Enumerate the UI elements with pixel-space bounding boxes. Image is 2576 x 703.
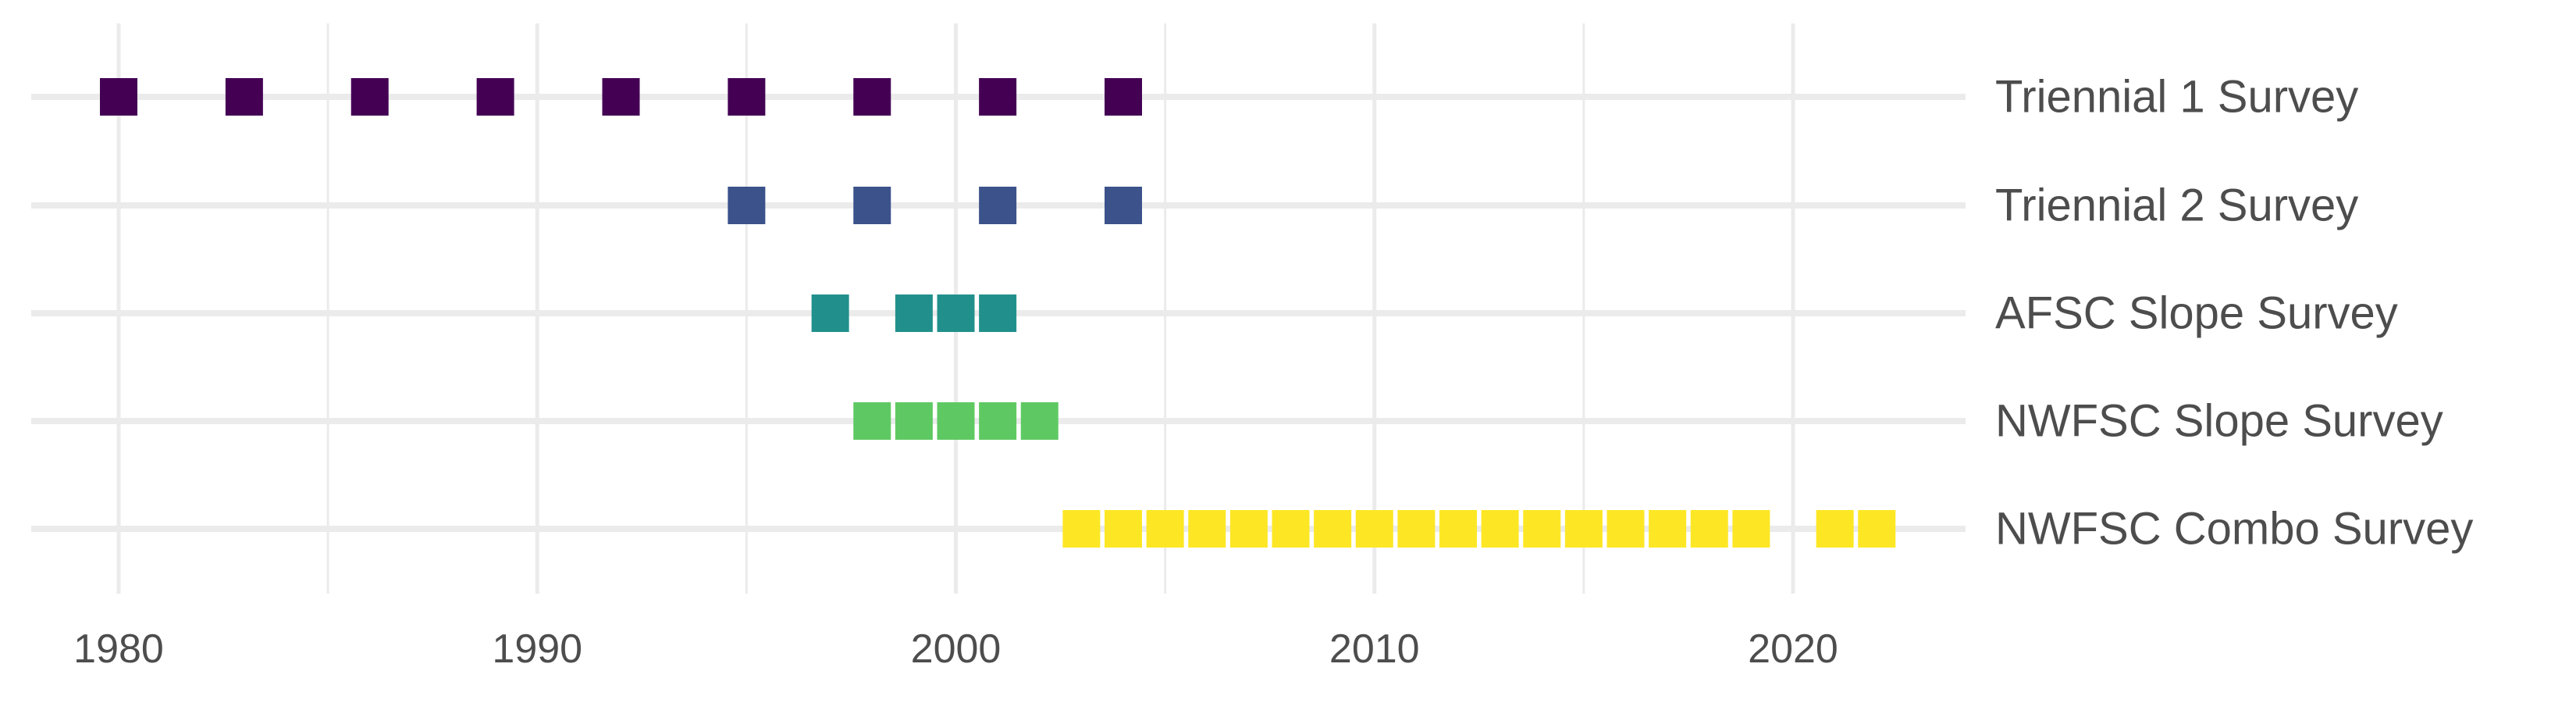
data-point-square [1020,402,1059,440]
data-point-square [728,187,766,224]
data-point-square [1439,510,1477,548]
series-label: Triennial 2 Survey [1995,180,2358,231]
data-point-square [979,187,1017,224]
data-point-square [728,78,766,116]
data-point-square [853,187,891,224]
data-point-square [979,294,1017,332]
data-point-square [350,78,389,116]
data-point-square [225,78,263,116]
data-point-square [937,402,975,440]
data-point-square [1523,510,1561,548]
data-point-square [1816,510,1854,548]
series-label: NWFSC Slope Survey [1995,396,2443,447]
data-point-square [1229,510,1268,548]
x-tick-label: 2000 [911,626,1002,672]
series-label: Triennial 1 Survey [1995,72,2358,123]
x-tick-label: 2020 [1748,626,1838,672]
data-point-square [1355,510,1393,548]
data-point-square [895,294,933,332]
data-point-square [1481,510,1519,548]
series-label: AFSC Slope Survey [1995,288,2398,339]
data-point-square [1732,510,1770,548]
labels-layer: Triennial 1 Survey Triennial 2 Survey AFSC… [73,72,2473,673]
data-point-square [811,294,849,332]
data-point-square [895,402,933,440]
data-point-square [1272,510,1310,548]
data-point-square [1564,510,1603,548]
data-point-square [1105,510,1142,548]
x-tick-label: 2010 [1329,626,1420,672]
data-point-square [979,402,1017,440]
data-point-square [1606,510,1645,548]
series-label: NWFSC Combo Survey [1995,504,2473,555]
data-point-square [1188,510,1226,548]
data-point-square [853,402,891,440]
data-point-square [1690,510,1728,548]
marks-layer [100,78,1896,548]
data-point-square [1062,510,1101,548]
data-point-square [1146,510,1184,548]
data-point-square [1105,187,1142,224]
data-point-square [602,78,640,116]
data-point-square [979,78,1017,116]
data-point-square [1858,510,1896,548]
x-tick-label: 1980 [73,626,164,672]
data-point-square [853,78,891,116]
data-point-square [1314,510,1352,548]
data-point-square [937,294,975,332]
data-point-square [1105,78,1142,116]
data-point-square [1397,510,1436,548]
data-point-square [100,78,137,116]
data-point-square [476,78,514,116]
data-point-square [1649,510,1687,548]
x-tick-label: 1990 [492,626,582,672]
